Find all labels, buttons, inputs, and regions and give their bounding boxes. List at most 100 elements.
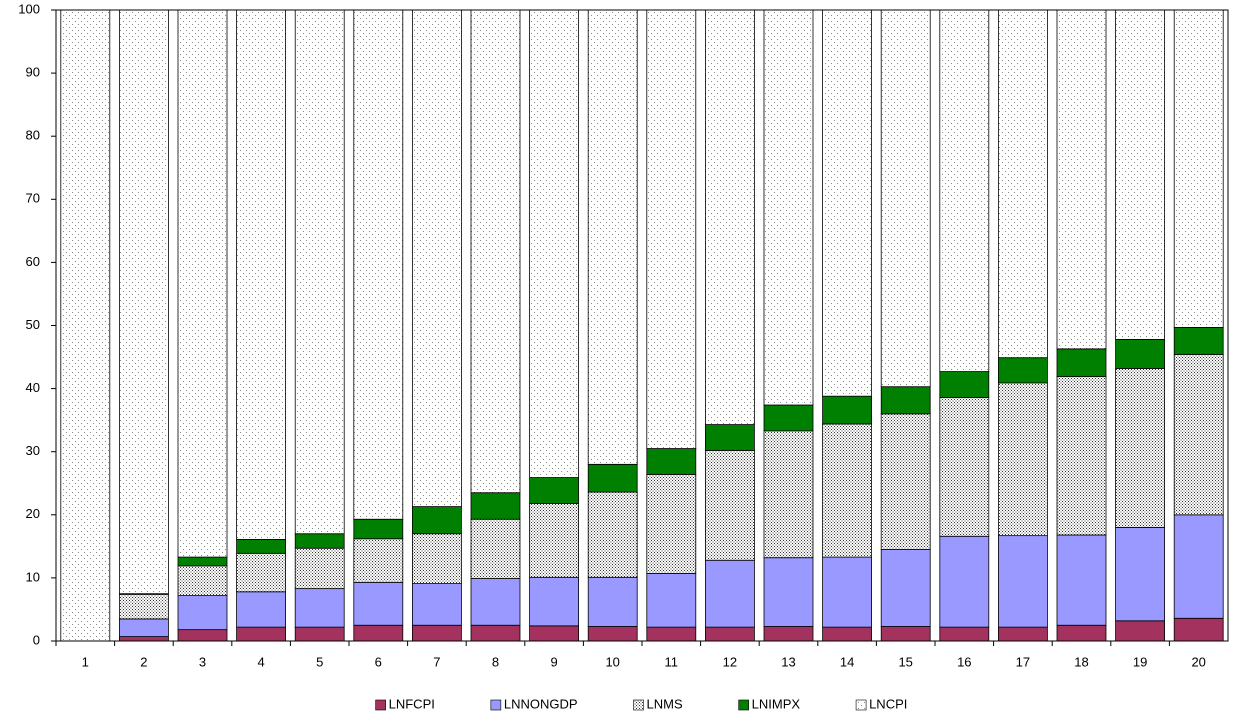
bar-segment: [705, 424, 755, 451]
bar-segment: [177, 629, 228, 642]
bar-segment: [763, 9, 814, 406]
bar-segment: [119, 9, 169, 595]
bar-segment: [705, 450, 755, 561]
legend-label: LNIMPX: [752, 696, 801, 711]
bar-segment: [1115, 527, 1165, 622]
x-tick-label: 14: [840, 654, 854, 669]
bar-segment: [236, 552, 287, 593]
bar-segment: [470, 624, 521, 642]
bar-segment: [1056, 348, 1107, 378]
bar-segment: [1115, 9, 1165, 340]
y-tick-label: 60: [26, 254, 40, 269]
bar-segment: [705, 626, 755, 642]
bar-segment: [880, 413, 931, 550]
bar-segment: [998, 535, 1048, 628]
bar-segment: [1056, 9, 1107, 350]
x-tick-label: 12: [723, 654, 737, 669]
bar-segment: [177, 595, 228, 631]
bar-segment: [587, 463, 638, 493]
bar-segment: [705, 559, 755, 628]
x-tick-label: 2: [140, 654, 147, 669]
bar-segment: [822, 395, 872, 425]
x-tick-label: 20: [1191, 654, 1205, 669]
bar-segment: [60, 9, 111, 642]
bar-segment: [1173, 514, 1224, 619]
bar-segment: [1115, 338, 1165, 369]
bar-segment: [587, 491, 638, 578]
x-tick-label: 11: [665, 654, 679, 669]
x-tick-label: 8: [492, 654, 499, 669]
bar-segment: [646, 573, 697, 628]
bar-segment: [939, 535, 990, 628]
bar-segment: [822, 423, 872, 558]
bar-segment: [1115, 620, 1165, 642]
bar-segment: [646, 626, 697, 642]
y-tick-label: 80: [26, 128, 40, 143]
x-tick-label: 18: [1074, 654, 1088, 669]
bar-segment: [411, 583, 462, 626]
bar-segment: [998, 382, 1048, 537]
x-tick-label: 9: [550, 654, 557, 669]
bar-segment: [294, 547, 345, 590]
bar-segment: [822, 556, 872, 628]
bar-segment: [1115, 368, 1165, 528]
bar-segment: [1056, 624, 1107, 642]
x-tick-label: 5: [316, 654, 323, 669]
bar-segment: [470, 518, 521, 579]
bar-segment: [470, 9, 521, 494]
x-tick-label: 6: [375, 654, 382, 669]
bar-segment: [587, 9, 638, 465]
bar-segment: [294, 626, 345, 642]
bar-segment: [470, 492, 521, 520]
bar-segment: [646, 9, 697, 449]
bar-segment: [353, 538, 404, 583]
x-tick-label: 19: [1133, 654, 1147, 669]
bar-segment: [1173, 354, 1224, 516]
x-tick-label: 17: [1016, 654, 1030, 669]
bar-segment: [411, 533, 462, 584]
bar-segment: [998, 626, 1048, 642]
bar-segment: [939, 626, 990, 642]
bar-segment: [880, 9, 931, 388]
bar-segment: [294, 9, 345, 535]
bar-segment: [529, 9, 579, 478]
bar-segment: [411, 9, 462, 507]
y-tick-label: 50: [26, 317, 40, 332]
x-tick-label: 15: [898, 654, 912, 669]
bar-segment: [1056, 376, 1107, 536]
bar-segment: [763, 430, 814, 559]
bar-segment: [939, 9, 990, 372]
y-tick-label: 70: [26, 191, 40, 206]
bar-segment: [529, 625, 579, 642]
bar-segment: [177, 556, 228, 567]
legend-label: LNFCPI: [389, 696, 435, 711]
bar-segment: [1173, 326, 1224, 355]
legend-swatch: [375, 699, 386, 711]
bar-segment: [822, 9, 872, 397]
x-tick-label: 16: [957, 654, 971, 669]
bar-segment: [470, 578, 521, 626]
bar-segment: [294, 533, 345, 549]
x-tick-label: 13: [781, 654, 795, 669]
x-tick-label: 3: [199, 654, 206, 669]
bar-segment: [177, 9, 228, 558]
bar-segment: [1173, 9, 1224, 328]
x-tick-label: 1: [82, 654, 89, 669]
bar-segment: [353, 9, 404, 520]
bar-segment: [294, 588, 345, 628]
bar-segment: [411, 506, 462, 535]
y-tick-label: 10: [26, 569, 40, 584]
bar-segment: [353, 624, 404, 642]
bar-segment: [177, 565, 228, 596]
legend-label: LNCPI: [869, 696, 907, 711]
bar-segment: [353, 518, 404, 540]
bar-segment: [763, 404, 814, 432]
y-tick-label: 0: [33, 632, 40, 647]
legend-label: LNNONGDP: [504, 696, 578, 711]
legend-label: LNMS: [647, 696, 683, 711]
y-tick-label: 100: [18, 1, 40, 16]
bar-segment: [587, 626, 638, 642]
bar-segment: [411, 624, 462, 642]
bar-segment: [998, 9, 1048, 359]
